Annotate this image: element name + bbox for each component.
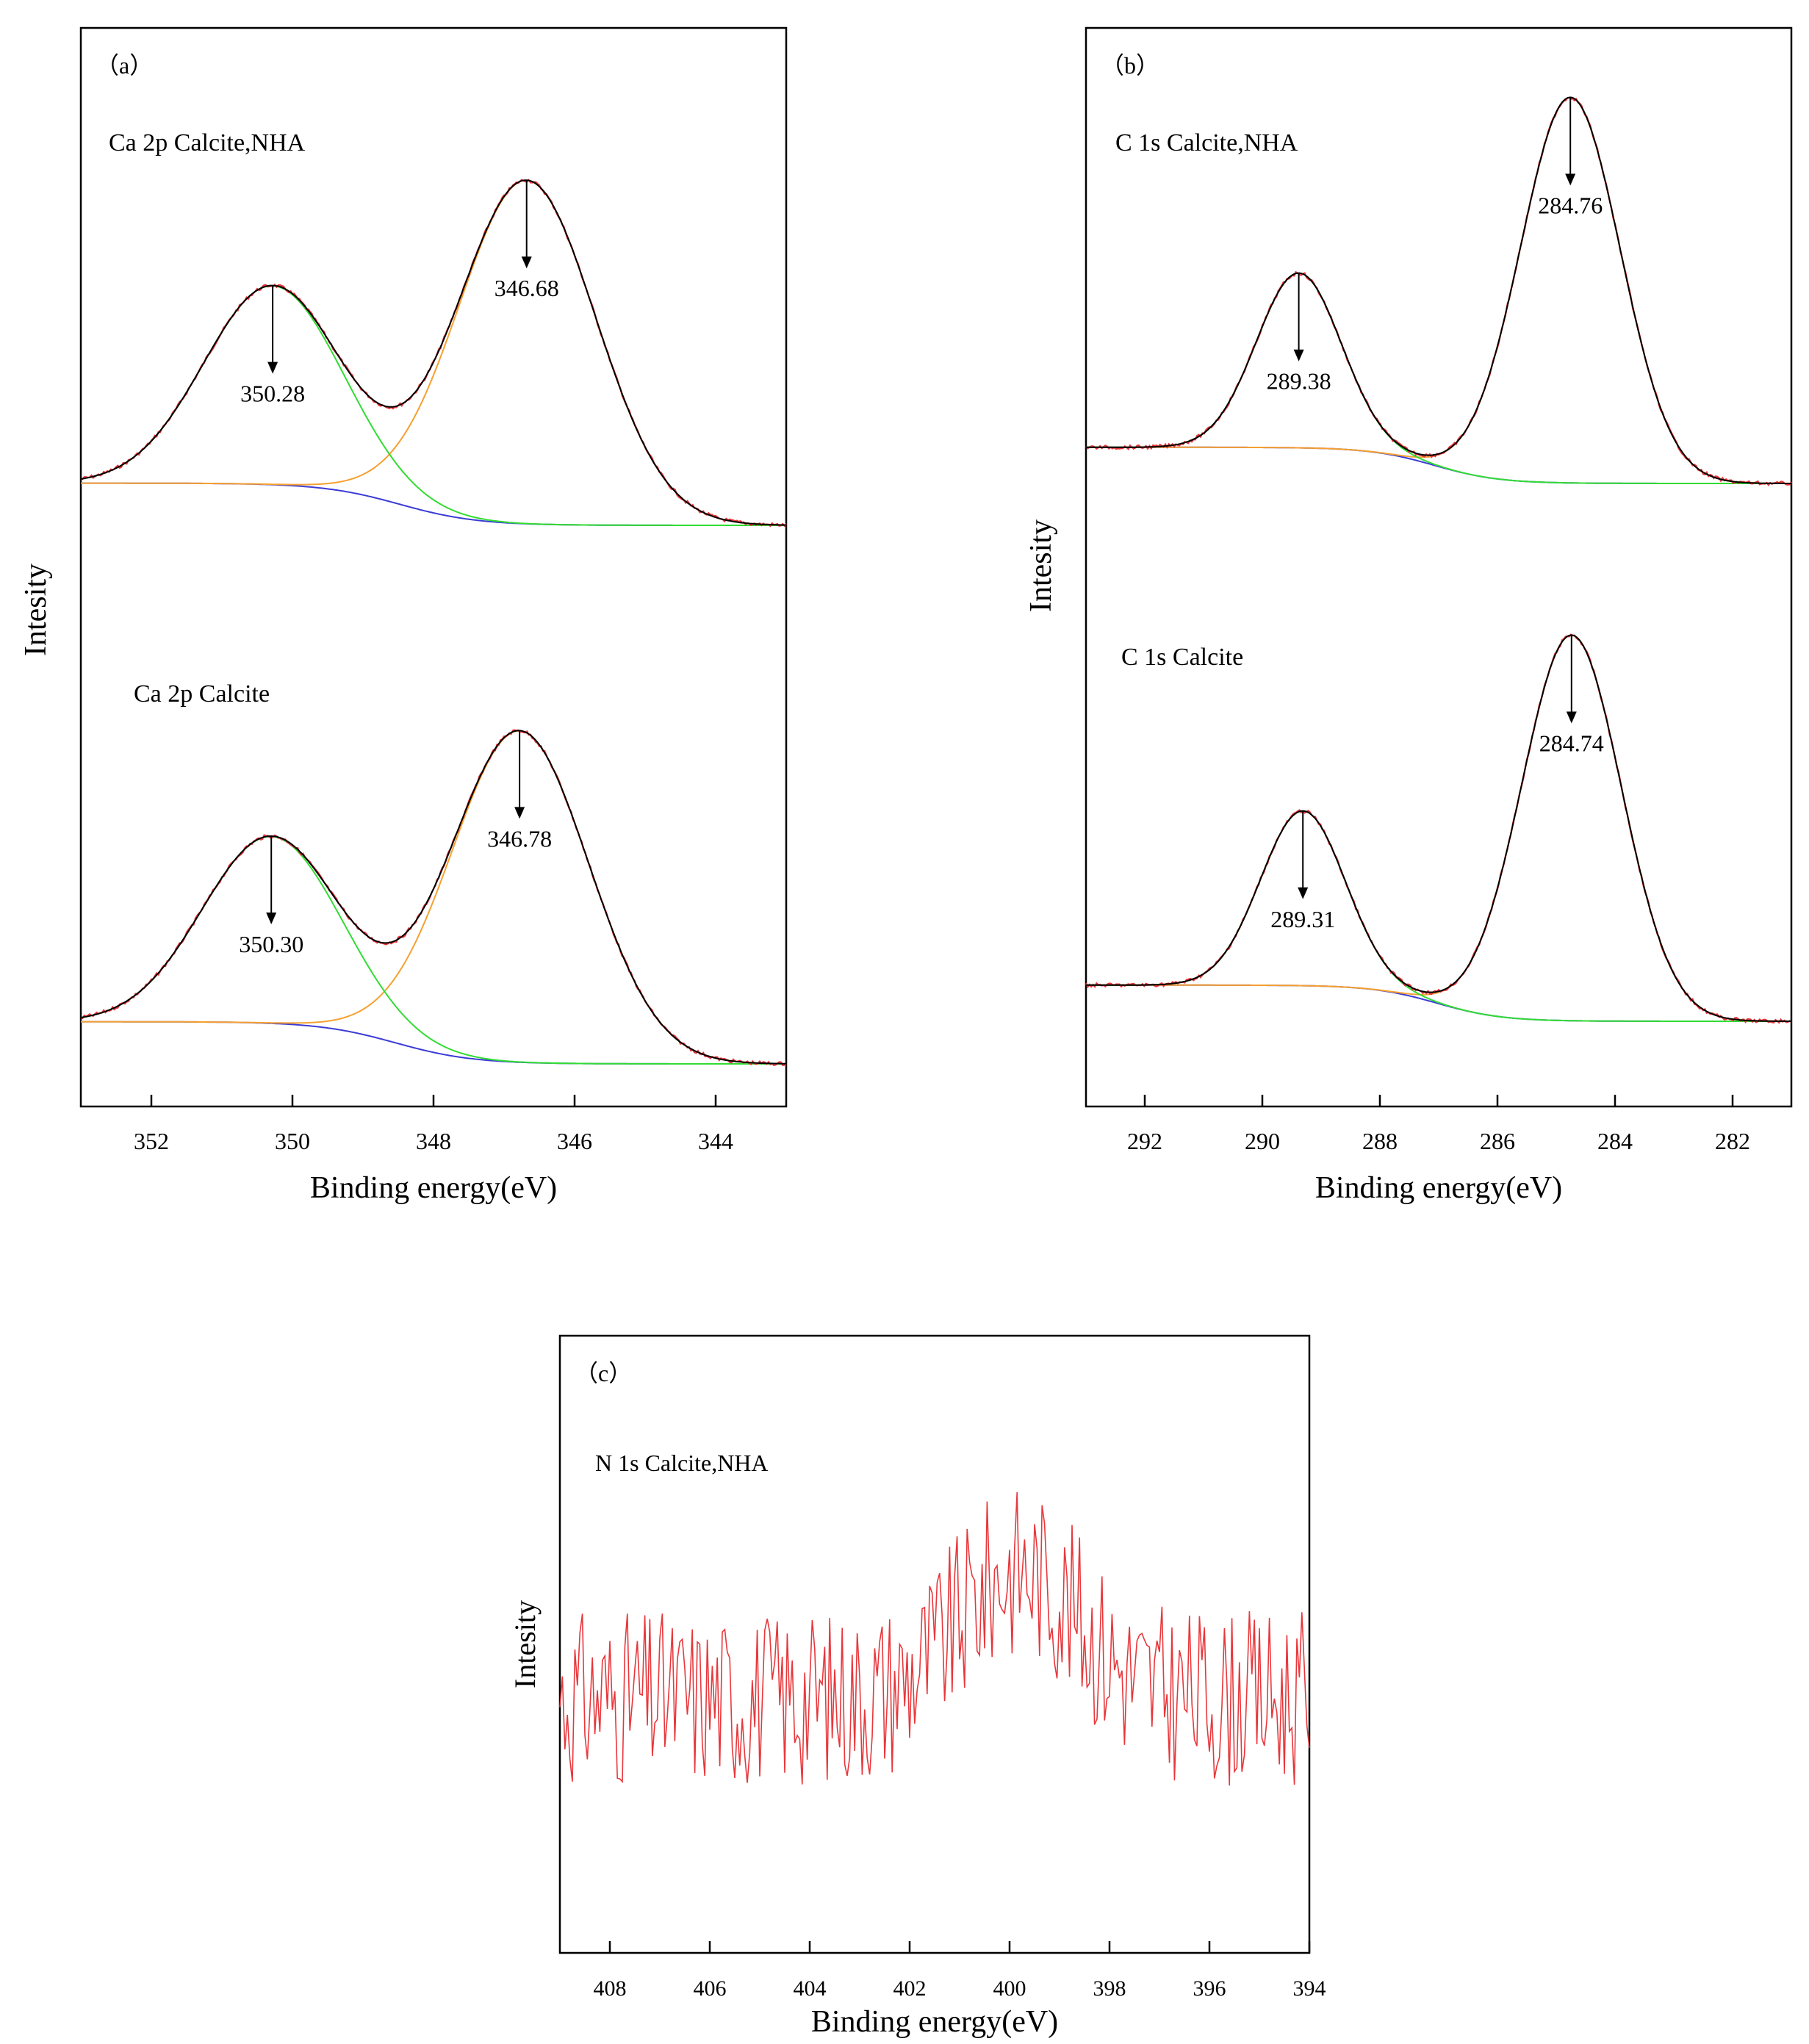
x-tick-label-348: 348	[416, 1128, 451, 1154]
spectrum-2-fit-line	[1086, 634, 1791, 1022]
x-tick-label-394: 394	[1293, 1976, 1326, 2001]
spectrum-2-peak-346.78-line	[81, 730, 786, 1065]
n1s-series-line	[559, 1491, 1310, 1786]
panel-c-label: （c）	[575, 1360, 632, 1386]
x-tick-label-350: 350	[275, 1128, 310, 1154]
spectrum-1-peak-350.28-line	[80, 285, 786, 526]
x-tick-label-406: 406	[694, 1976, 727, 2001]
panel-a: （a） 350.28 346.68 350.30 346.78 352 350 348 34…	[19, 26, 788, 1205]
panel-c-y-axis-label: Intesity	[508, 1600, 542, 1688]
panel-b-y-axis-label: Intesity	[1024, 519, 1058, 612]
x-tick-label-398: 398	[1093, 1976, 1126, 2001]
panel-a-label: （a）	[96, 52, 153, 79]
x-tick-label-346: 346	[557, 1128, 592, 1154]
x-tick-label-400: 400	[993, 1976, 1026, 2001]
peak-350.30-arrowhead	[266, 912, 277, 924]
panel-c-frame	[558, 1334, 1311, 1954]
panel-b-label: （b）	[1101, 52, 1159, 79]
x-tick-label-396: 396	[1193, 1976, 1226, 2001]
peak-350.28-label: 350.28	[240, 381, 305, 407]
x-tick-label-288: 288	[1362, 1128, 1398, 1154]
panel-c-x-ticks: 408 406 404 402 400 398 396 394	[594, 1941, 1326, 2001]
peak-284.74-label: 284.74	[1539, 730, 1604, 756]
spectrum-1-peak-346.68-line	[81, 179, 786, 526]
spectrum-1-fit-line	[80, 179, 786, 526]
panel-b-spectrum-1-label: C 1s Calcite,NHA	[1115, 129, 1298, 156]
x-tick-label-286: 286	[1480, 1128, 1515, 1154]
panel-a-y-axis-label: Intesity	[19, 564, 53, 656]
panel-b-x-ticks: 292 290 288 286 284 282	[1127, 1095, 1750, 1154]
peak-289.31-arrowhead	[1298, 887, 1309, 899]
spectrum-1-peak-289.38-line	[1086, 272, 1791, 484]
spectrum-1-background-line	[81, 482, 786, 526]
spectrum-1-raw-line	[80, 179, 787, 528]
panel-a-frame	[79, 26, 788, 1108]
peak-346.78-label: 346.78	[487, 825, 552, 852]
x-tick-label-404: 404	[794, 1976, 827, 2001]
x-tick-label-408: 408	[594, 1976, 627, 2001]
panel-c-series-label: N 1s Calcite,NHA	[595, 1450, 769, 1476]
peak-289.38-label: 289.38	[1267, 368, 1331, 395]
peak-350.30-label: 350.30	[239, 931, 303, 957]
panel-b-curves: 289.38 284.76 289.31 284.74	[1085, 96, 1792, 1024]
panel-c-curves	[559, 1491, 1310, 1786]
peak-284.76-label: 284.76	[1538, 192, 1603, 218]
spectrum-2-raw-line	[80, 729, 787, 1066]
peak-350.28-arrowhead	[267, 361, 278, 374]
x-tick-label-344: 344	[698, 1128, 733, 1154]
panel-b: （b） 289.38 284.76 289.31 284.74 292 290 288 28…	[1024, 26, 1793, 1205]
x-tick-label-282: 282	[1715, 1128, 1750, 1154]
panel-b-spectrum-2-label: C 1s Calcite	[1121, 644, 1243, 671]
panel-a-x-axis-label: Binding energy(eV)	[310, 1171, 557, 1205]
panel-b-x-axis-label: Binding energy(eV)	[1315, 1171, 1562, 1205]
panel-a-spectrum-2-label: Ca 2p Calcite	[134, 680, 270, 708]
x-tick-label-402: 402	[893, 1976, 927, 2001]
peak-289.31-label: 289.31	[1270, 906, 1335, 932]
peak-289.38-arrowhead	[1293, 349, 1304, 361]
x-tick-label-290: 290	[1245, 1128, 1280, 1154]
panel-a-x-ticks: 352 350 348 346 344	[134, 1095, 733, 1154]
panel-c-x-axis-label: Binding energy(eV)	[811, 2005, 1058, 2039]
panel-a-spectrum-1-label: Ca 2p Calcite,NHA	[109, 129, 306, 156]
peak-346.68-arrowhead	[521, 256, 532, 269]
spectrum-2-fit-line	[80, 730, 786, 1065]
panel-c: （c） 408 406 404 402 400 398 396 394 N 1s Calcit…	[508, 1334, 1326, 2039]
panel-a-curves: 350.28 346.68 350.30 346.78	[80, 179, 787, 1066]
x-tick-label-284: 284	[1597, 1128, 1633, 1154]
peak-284.74-arrowhead	[1566, 711, 1577, 724]
spectrum-1-fit-line	[1086, 96, 1791, 484]
panel-b-frame	[1085, 26, 1793, 1108]
spectrum-2-raw-line	[1085, 633, 1792, 1024]
spectrum-2-peak-284.74-line	[1086, 634, 1791, 1022]
x-tick-label-352: 352	[134, 1128, 169, 1154]
x-tick-label-292: 292	[1127, 1128, 1162, 1154]
peak-284.76-arrowhead	[1565, 173, 1576, 186]
peak-346.68-label: 346.68	[494, 275, 559, 301]
peak-346.78-arrowhead	[514, 807, 525, 819]
spectrum-2-peak-350.30-line	[80, 835, 786, 1065]
